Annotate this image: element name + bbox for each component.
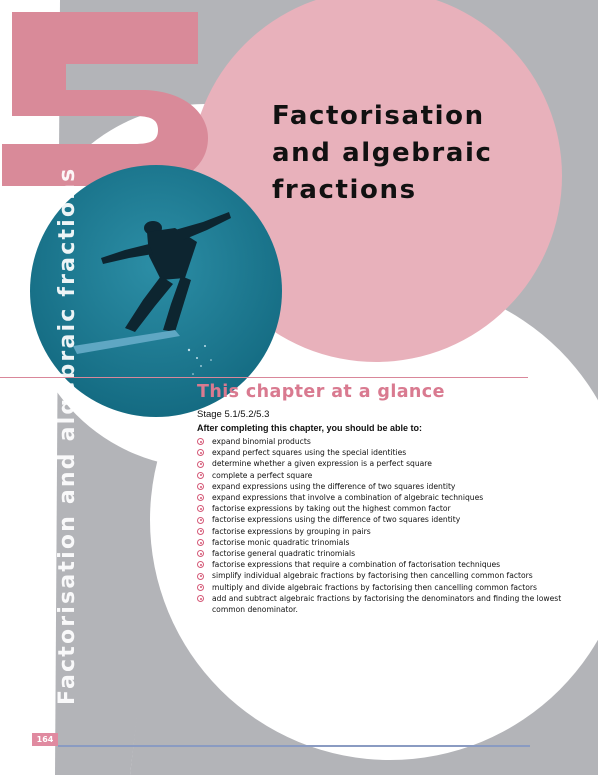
bullet-icon xyxy=(197,505,204,513)
list-item: simplify individual algebraic fractions … xyxy=(197,570,582,581)
bullet-icon xyxy=(197,572,204,580)
bullet-icon xyxy=(197,583,204,591)
stage-label: Stage 5.1/5.2/5.3 xyxy=(197,409,270,420)
bullet-icon xyxy=(197,595,204,603)
bullet-icon xyxy=(197,438,204,446)
bullet-icon xyxy=(197,561,204,569)
objective-text: factorise expressions using the differen… xyxy=(212,515,461,525)
list-item: expand perfect squares using the special… xyxy=(197,447,582,458)
objective-text: expand binomial products xyxy=(212,437,311,446)
chapter-title-line-2: and algebraic xyxy=(272,138,493,168)
objective-text: multiply and divide algebraic fractions … xyxy=(212,582,537,592)
bullet-icon xyxy=(197,449,204,457)
list-item: expand binomial products xyxy=(197,436,582,447)
bullet-icon xyxy=(197,550,204,558)
header-rule xyxy=(0,377,528,378)
chapter-title-line-1: Factorisation xyxy=(272,101,485,131)
objective-text: factorise expressions by taking out the … xyxy=(212,504,451,514)
bullet-icon xyxy=(197,494,204,502)
page-number: 164 xyxy=(36,735,54,744)
bullet-icon xyxy=(197,516,204,524)
list-item: factorise general quadratic trinomials xyxy=(197,548,582,559)
objective-text: simplify individual algebraic fractions … xyxy=(212,571,533,581)
objective-text: factorise expressions that require a com… xyxy=(212,560,501,570)
list-item: factorise expressions using the differen… xyxy=(197,514,582,525)
list-item: determine whether a given expression is … xyxy=(197,458,582,469)
chapter-number-graphic xyxy=(2,12,208,186)
list-item: factorise expressions by taking out the … xyxy=(197,503,582,514)
objective-text: expand expressions using the difference … xyxy=(212,481,456,491)
objective-text: factorise general quadratic trinomials xyxy=(212,549,356,559)
bullet-icon xyxy=(197,471,204,479)
list-item: add and subtract algebraic fractions by … xyxy=(197,593,582,615)
page-number-box xyxy=(32,733,58,746)
glance-heading: This chapter at a glance xyxy=(197,382,445,402)
chapter-title-line-3: fractions xyxy=(272,175,417,205)
list-item: factorise expressions that require a com… xyxy=(197,559,582,570)
objective-text: determine whether a given expression is … xyxy=(212,459,432,469)
objective-text: expand expressions that involve a combin… xyxy=(212,493,484,503)
bullet-icon xyxy=(197,483,204,490)
objectives-intro: After completing this chapter, you shoul… xyxy=(197,423,423,433)
bullet-icon xyxy=(197,527,204,535)
snowboarder-photo xyxy=(30,165,282,417)
list-item: factorise monic quadratic trinomials xyxy=(197,537,582,548)
objective-text: factorise monic quadratic trinomials xyxy=(212,537,350,547)
objective-text: add and subtract algebraic fractions by … xyxy=(212,593,562,615)
bullet-icon xyxy=(197,539,204,547)
list-item: expand expressions using the difference … xyxy=(197,481,582,492)
list-item: complete a perfect square xyxy=(197,470,582,481)
side-chapter-title: Factorisation and algebraic fractions xyxy=(55,166,80,705)
objective-text: expand perfect squares using the special… xyxy=(212,448,407,458)
objectives-list: expand binomial products expand perfect … xyxy=(197,436,582,615)
list-item: expand expressions that involve a combin… xyxy=(197,492,582,503)
list-item: factorise expressions by grouping in pai… xyxy=(197,526,582,537)
bullet-icon xyxy=(197,460,204,468)
objective-text: complete a perfect square xyxy=(212,470,313,480)
footer-rule xyxy=(58,745,530,747)
list-item: multiply and divide algebraic fractions … xyxy=(197,582,582,593)
chapter-title: Factorisation and algebraic fractions xyxy=(272,98,493,209)
objective-text: factorise expressions by grouping in pai… xyxy=(212,526,371,536)
